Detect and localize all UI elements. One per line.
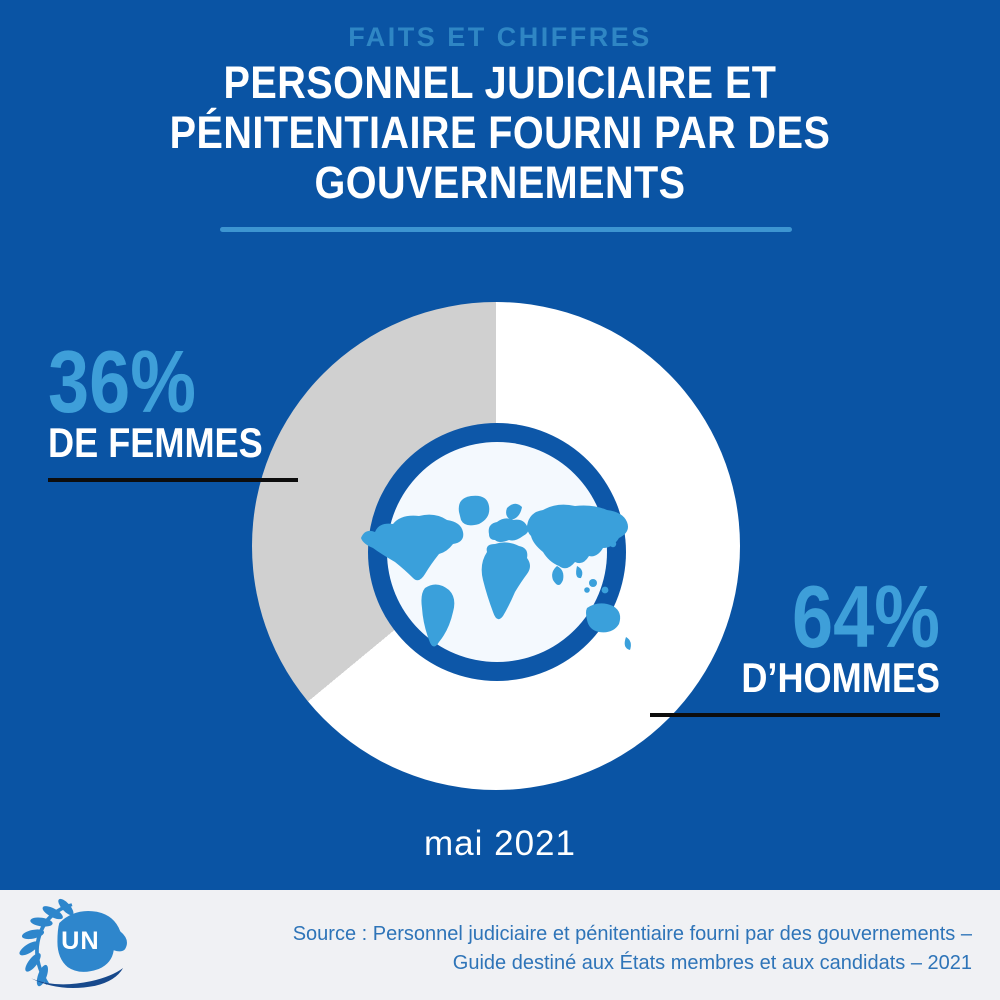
women-label: DE FEMMES	[48, 419, 263, 466]
page-title: PERSONNEL JUDICIAIRE ET PÉNITENTIAIRE FO…	[60, 58, 940, 208]
page-title-line-3: GOUVERNEMENTS	[314, 157, 686, 208]
men-callout: 64% D’HOMMES	[650, 567, 940, 717]
women-percent-value: 36%	[48, 332, 196, 431]
men-label: D’HOMMES	[741, 654, 940, 701]
page-title-line-1: PERSONNEL JUDICIAIRE ET	[223, 57, 777, 108]
un-helmet-logo: UN	[19, 898, 127, 988]
footer-bar: UN Source : Personnel judiciaire et péni…	[0, 890, 1000, 1000]
title-divider	[220, 227, 792, 232]
women-callout-line	[48, 478, 298, 482]
men-callout-line	[650, 713, 940, 717]
world-map-icon	[361, 495, 631, 650]
source-line-2: Guide destiné aux États membres et aux c…	[452, 952, 972, 974]
kicker-text: FAITS ET CHIFFRES	[348, 22, 652, 52]
women-callout: 36% DE FEMMES	[48, 332, 298, 482]
date-label: mai 2021	[424, 824, 576, 863]
men-percent-value: 64%	[792, 567, 940, 666]
source-line-1: Source : Personnel judiciaire et péniten…	[292, 923, 972, 945]
un-logo-text: UN	[61, 927, 99, 955]
source-text: Source : Personnel judiciaire et péniten…	[293, 920, 972, 978]
page-title-line-2: PÉNITENTIAIRE FOURNI PAR DES	[169, 107, 831, 158]
